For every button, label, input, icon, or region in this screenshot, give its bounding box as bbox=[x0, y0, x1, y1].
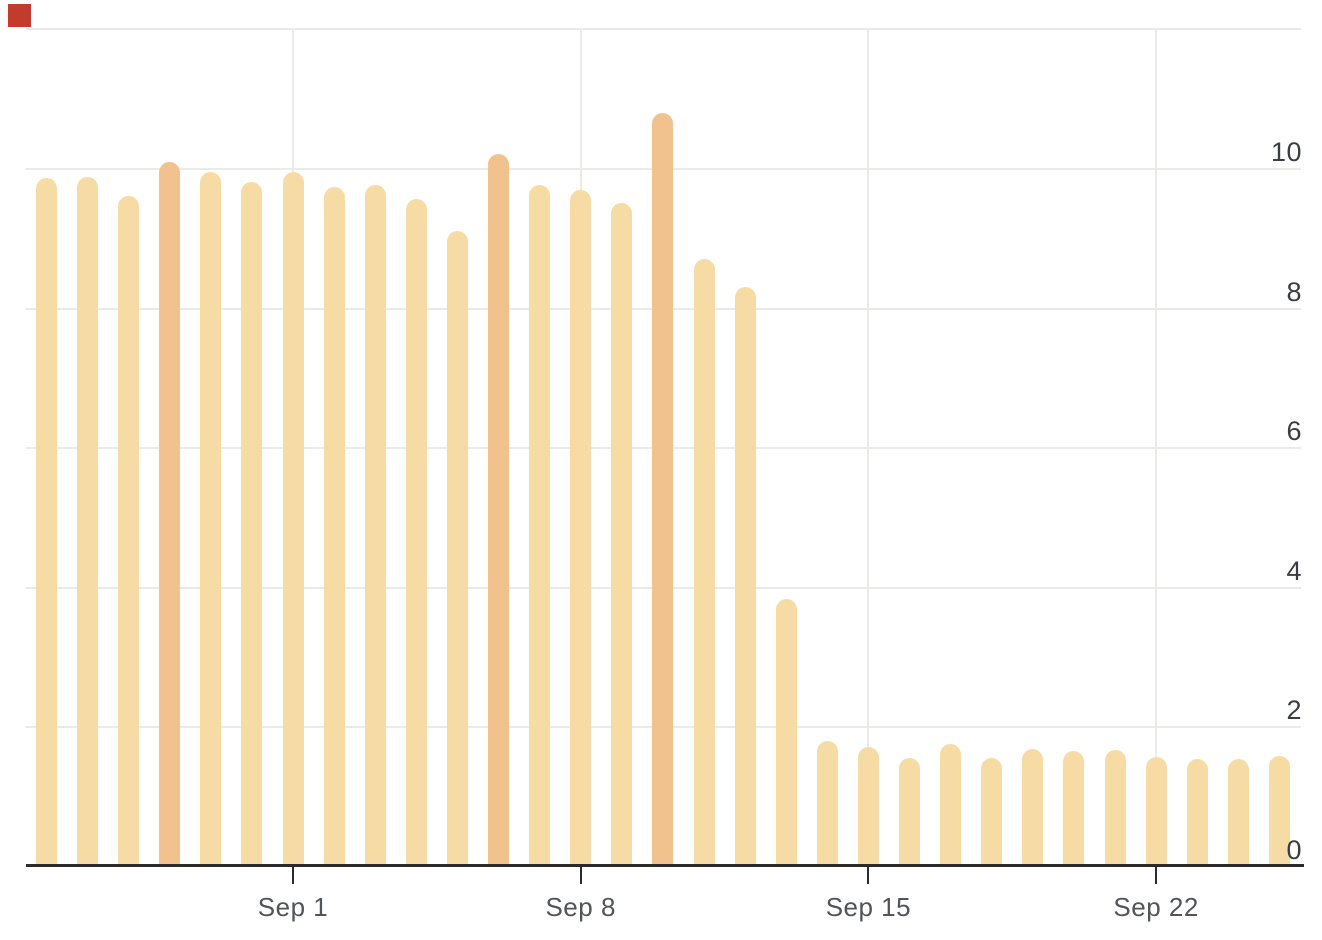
bar-sep-2[interactable] bbox=[323, 186, 345, 865]
bar-sep-15[interactable] bbox=[857, 746, 879, 865]
y-axis-label: 0 bbox=[1286, 835, 1302, 865]
bar-aug-26[interactable] bbox=[35, 177, 57, 865]
bar-aug-29[interactable] bbox=[159, 161, 181, 865]
bar-sep-17[interactable] bbox=[940, 743, 962, 865]
y-axis-label: 10 bbox=[1270, 137, 1302, 167]
x-axis-tick bbox=[579, 867, 582, 884]
y-axis-label: 6 bbox=[1286, 416, 1302, 447]
bar-sep-22[interactable] bbox=[1145, 757, 1167, 865]
bar-aug-27[interactable] bbox=[77, 177, 98, 865]
x-axis-label: Sep 22 bbox=[1113, 892, 1199, 922]
bar-sep-3[interactable] bbox=[364, 184, 386, 865]
x-axis-label: Sep 8 bbox=[545, 892, 616, 922]
bar-sep-6[interactable] bbox=[488, 154, 509, 865]
vertical-gridline bbox=[1155, 28, 1158, 866]
y-axis-label: 8 bbox=[1286, 276, 1302, 307]
bar-sep-7[interactable] bbox=[529, 184, 551, 865]
bar-sep-18[interactable] bbox=[981, 757, 1003, 865]
red-square-indicator bbox=[8, 4, 31, 27]
bar-sep-20[interactable] bbox=[1063, 750, 1085, 865]
bar-sep-12[interactable] bbox=[734, 286, 756, 865]
bar-aug-28[interactable] bbox=[118, 195, 140, 865]
bar-sep-23[interactable] bbox=[1186, 759, 1208, 865]
bar-sep-11[interactable] bbox=[693, 258, 715, 865]
bar-sep-4[interactable] bbox=[405, 198, 427, 865]
bar-sep-24[interactable] bbox=[1227, 759, 1249, 865]
vertical-gridline bbox=[867, 28, 870, 866]
x-axis-tick bbox=[1155, 867, 1158, 884]
x-axis-label: Sep 1 bbox=[257, 892, 329, 922]
bar-sep-8[interactable] bbox=[570, 190, 592, 865]
bar-sep-1[interactable] bbox=[282, 172, 304, 865]
bar-sep-9[interactable] bbox=[611, 202, 633, 865]
horizontal-gridline bbox=[26, 28, 1301, 31]
bar-sep-13[interactable] bbox=[775, 599, 797, 865]
bar-sep-14[interactable] bbox=[816, 741, 838, 865]
bar-sep-19[interactable] bbox=[1022, 749, 1044, 865]
x-axis-tick bbox=[292, 867, 294, 884]
y-axis-label: 4 bbox=[1286, 555, 1302, 586]
bar-sep-21[interactable] bbox=[1104, 750, 1126, 865]
bar-aug-30[interactable] bbox=[200, 172, 222, 865]
bar-sep-5[interactable] bbox=[446, 230, 468, 865]
bar-sep-16[interactable] bbox=[899, 757, 920, 865]
x-axis-label: Sep 15 bbox=[825, 892, 912, 922]
x-axis-tick bbox=[867, 867, 870, 884]
y-axis-label: 2 bbox=[1286, 695, 1302, 726]
bar-sep-10[interactable] bbox=[652, 112, 674, 865]
bar-aug-31[interactable] bbox=[241, 181, 263, 865]
bar-sep-25[interactable] bbox=[1268, 756, 1290, 865]
x-axis-line bbox=[26, 864, 1304, 867]
